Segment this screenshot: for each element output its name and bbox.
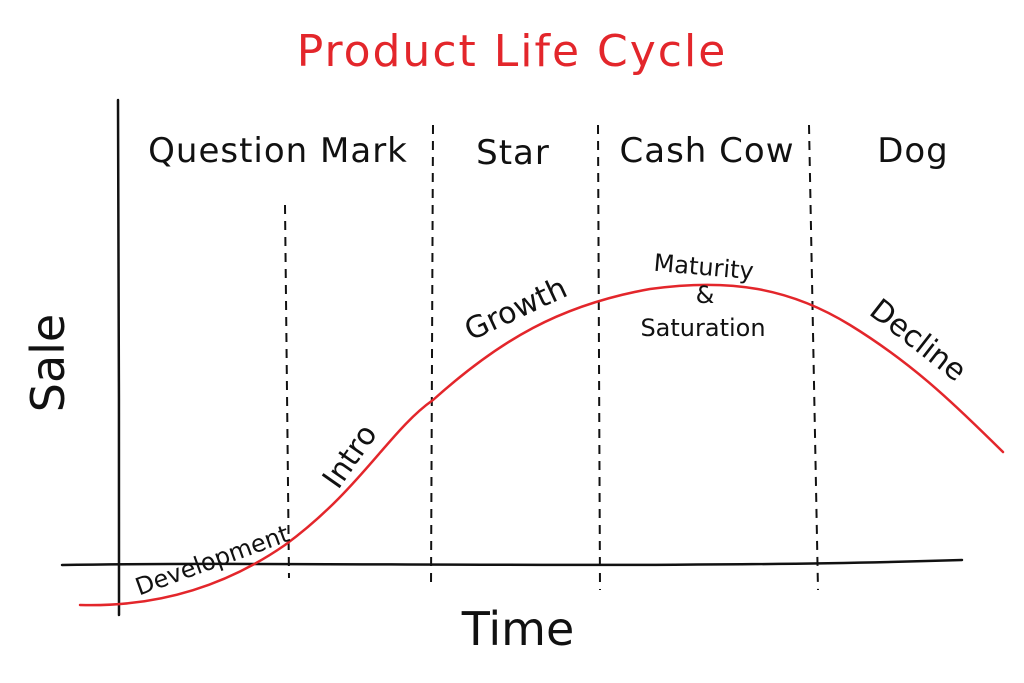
- stage-saturation: Saturation: [640, 314, 765, 342]
- divider-intro-growth: [430, 124, 434, 589]
- life-cycle-curve: [78, 283, 1005, 607]
- phase-dog: Dog: [877, 131, 949, 171]
- phase-star: Star: [476, 133, 550, 173]
- stage-ampersand: &: [696, 281, 715, 309]
- divider-maturity-decline: [808, 124, 819, 591]
- stage-maturity: Maturity: [653, 249, 755, 286]
- phase-question-mark: Question Mark: [148, 131, 408, 171]
- divider-development-intro: [284, 204, 290, 579]
- divider-growth-maturity: [597, 124, 601, 591]
- stage-development: Development: [132, 520, 293, 602]
- y-axis-label: Sale: [21, 314, 75, 412]
- y-axis-line: [116, 98, 121, 617]
- x-axis-line: [60, 558, 964, 567]
- x-axis-label: Time: [461, 602, 575, 656]
- stage-intro: Intro: [316, 418, 385, 495]
- phase-cash-cow: Cash Cow: [620, 131, 795, 171]
- diagram-title: Product Life Cycle: [297, 26, 728, 77]
